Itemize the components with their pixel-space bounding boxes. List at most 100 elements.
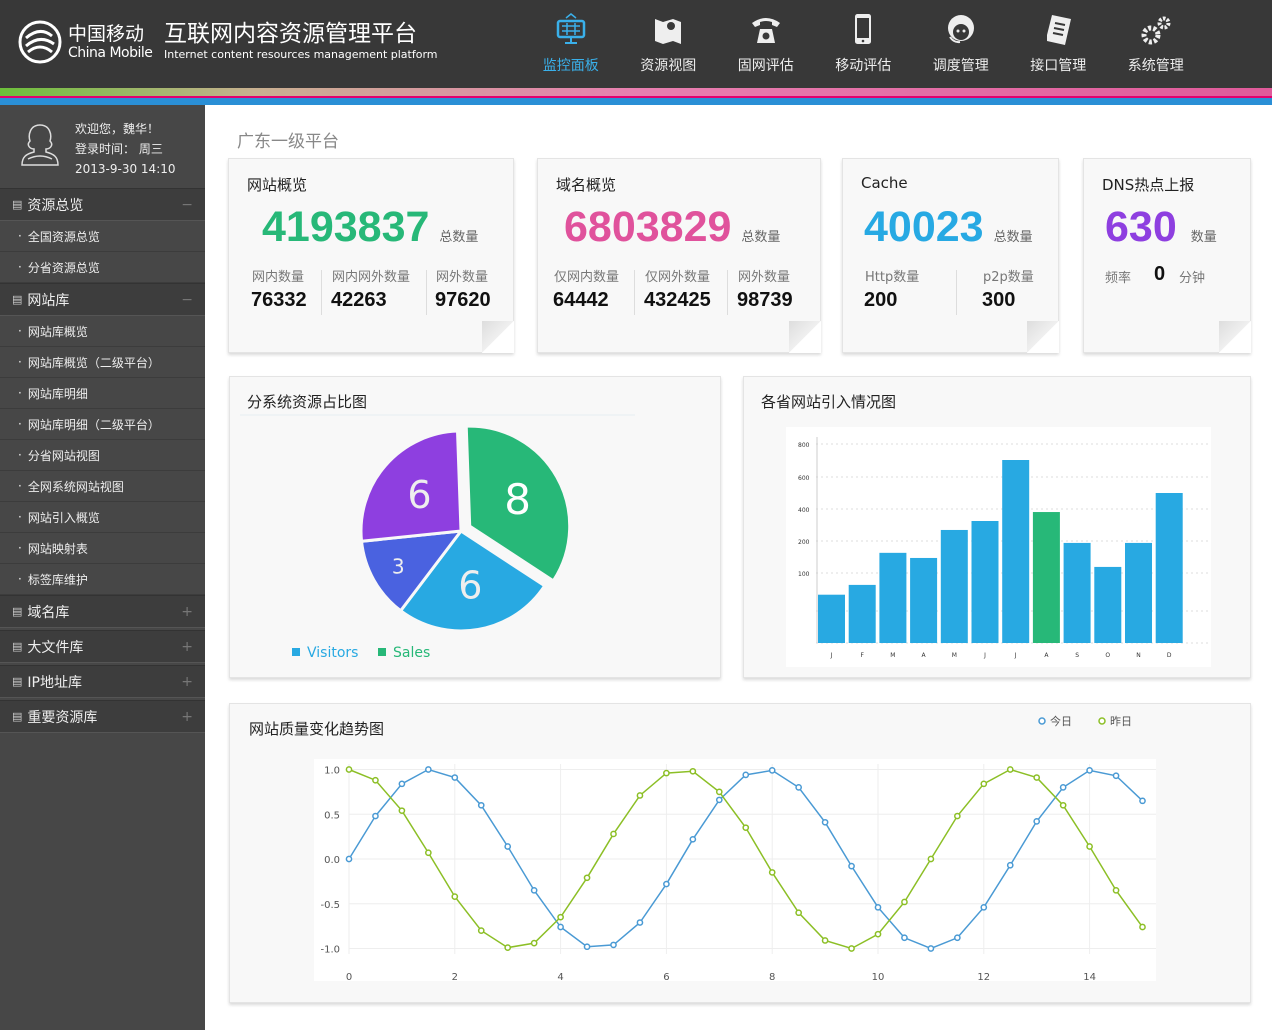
data-point[interactable] — [874, 930, 882, 938]
sidebar-section-0[interactable]: ▤ 资源总览 − — [0, 188, 205, 221]
collapse-icon[interactable]: − — [181, 291, 193, 308]
sidebar-item[interactable]: 网站库明细（二级平台） — [0, 409, 205, 440]
sidebar-item[interactable]: 网站引入概览 — [0, 502, 205, 533]
data-point[interactable] — [1112, 772, 1120, 780]
bar[interactable] — [879, 552, 907, 643]
data-point[interactable] — [1139, 923, 1146, 931]
data-point[interactable] — [980, 780, 988, 788]
data-point[interactable] — [795, 909, 803, 917]
pie-slice[interactable] — [359, 429, 463, 543]
data-point[interactable] — [345, 855, 353, 863]
nav-item-3[interactable]: 移动评估 — [815, 10, 913, 75]
data-point[interactable] — [477, 927, 485, 934]
data-point[interactable] — [451, 774, 459, 781]
data-point[interactable] — [874, 903, 882, 911]
data-point[interactable] — [689, 835, 697, 843]
bar[interactable] — [818, 594, 845, 643]
data-point[interactable] — [1033, 774, 1041, 781]
data-point[interactable] — [663, 880, 670, 888]
bar[interactable] — [910, 557, 938, 643]
sidebar-section-1[interactable]: ▤ 网站库 − — [0, 283, 205, 316]
data-point[interactable] — [425, 849, 432, 857]
sidebar-item[interactable]: 网站映射表 — [0, 533, 205, 564]
expand-icon[interactable]: + — [181, 708, 193, 725]
data-point[interactable] — [715, 788, 723, 796]
pie-slice[interactable] — [398, 528, 547, 633]
data-point[interactable] — [477, 801, 485, 809]
data-point[interactable] — [1033, 818, 1041, 825]
bar[interactable] — [1063, 542, 1091, 643]
data-point[interactable] — [768, 869, 776, 876]
data-point[interactable] — [583, 943, 591, 951]
pie-slice[interactable] — [359, 529, 465, 613]
expand-icon[interactable]: + — [181, 638, 193, 655]
sidebar-section-3[interactable]: ▤ 大文件库 + — [0, 630, 205, 663]
bar[interactable] — [940, 529, 968, 643]
expand-icon[interactable]: + — [181, 603, 193, 620]
data-point[interactable] — [398, 780, 406, 788]
data-point[interactable] — [689, 767, 697, 775]
data-point[interactable] — [451, 893, 459, 900]
nav-item-6[interactable]: 系统管理 — [1107, 10, 1205, 75]
sidebar-item[interactable]: 分省网站视图 — [0, 440, 205, 471]
sidebar-item[interactable]: 网站库概览（二级平台） — [0, 347, 205, 378]
data-point[interactable] — [504, 843, 512, 850]
data-point[interactable] — [980, 903, 988, 911]
data-point[interactable] — [663, 769, 670, 777]
data-point[interactable] — [954, 934, 961, 942]
data-point[interactable] — [1139, 797, 1146, 805]
data-point[interactable] — [557, 923, 564, 931]
sidebar-item[interactable]: 全国资源总览 — [0, 221, 205, 252]
bar[interactable] — [1125, 542, 1152, 643]
data-point[interactable] — [954, 812, 961, 820]
data-point[interactable] — [848, 862, 855, 870]
pie-slice[interactable] — [464, 424, 572, 583]
sidebar-item[interactable]: 网站库明细 — [0, 378, 205, 409]
data-point[interactable] — [715, 796, 723, 804]
nav-item-2[interactable]: 固网评估 — [717, 10, 815, 75]
data-point[interactable] — [848, 945, 855, 952]
data-point[interactable] — [795, 784, 803, 791]
bar[interactable] — [971, 521, 999, 643]
data-point[interactable] — [1086, 843, 1093, 850]
legend-label[interactable]: 昨日 — [1110, 715, 1132, 728]
data-point[interactable] — [610, 830, 617, 838]
expand-icon[interactable]: + — [181, 673, 193, 690]
data-point[interactable] — [1112, 886, 1120, 894]
nav-item-4[interactable]: 调度管理 — [912, 10, 1010, 75]
sidebar-item[interactable]: 全网系统网站视图 — [0, 471, 205, 502]
data-point[interactable] — [583, 874, 591, 882]
bar[interactable] — [1032, 512, 1060, 643]
data-point[interactable] — [530, 886, 538, 894]
data-point[interactable] — [636, 919, 644, 926]
data-point[interactable] — [821, 937, 829, 944]
sidebar-item[interactable]: 分省资源总览 — [0, 252, 205, 283]
data-point[interactable] — [927, 855, 935, 863]
data-point[interactable] — [557, 913, 564, 921]
nav-item-0[interactable]: 监控面板 — [522, 10, 620, 75]
data-point[interactable] — [821, 818, 829, 826]
data-point[interactable] — [530, 939, 538, 947]
bar[interactable] — [1155, 493, 1183, 643]
data-point[interactable] — [901, 898, 908, 906]
data-point[interactable] — [636, 792, 644, 799]
data-point[interactable] — [398, 807, 406, 815]
bar[interactable] — [1094, 566, 1122, 643]
sidebar-item[interactable]: 标签库维护 — [0, 564, 205, 595]
sidebar-section-2[interactable]: ▤ 域名库 + — [0, 595, 205, 628]
data-point[interactable] — [372, 812, 379, 820]
data-point[interactable] — [768, 767, 776, 774]
data-point[interactable] — [610, 941, 617, 949]
nav-item-5[interactable]: 接口管理 — [1010, 10, 1108, 75]
data-point[interactable] — [742, 771, 750, 779]
data-point[interactable] — [345, 766, 353, 773]
collapse-icon[interactable]: − — [181, 196, 193, 213]
data-point[interactable] — [1006, 766, 1014, 773]
data-point[interactable] — [425, 766, 432, 773]
data-point[interactable] — [504, 944, 512, 951]
bar[interactable] — [1002, 460, 1030, 643]
data-point[interactable] — [927, 945, 935, 952]
bar[interactable] — [848, 584, 876, 643]
data-point[interactable] — [1006, 861, 1014, 869]
data-point[interactable] — [1059, 784, 1067, 791]
